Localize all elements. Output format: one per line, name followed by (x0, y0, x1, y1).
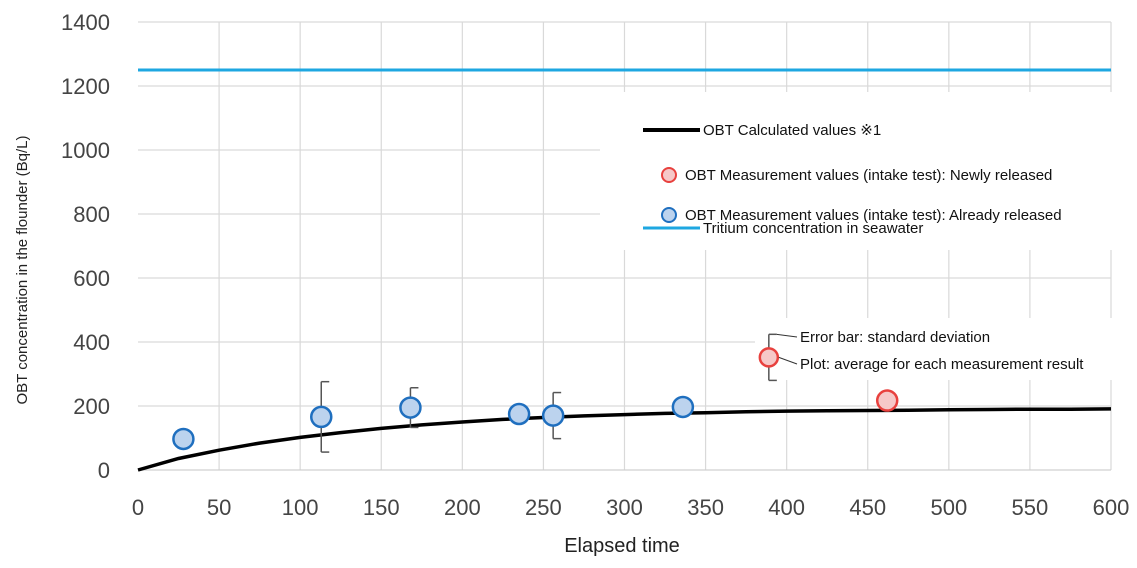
x-tick-label: 500 (930, 495, 967, 520)
x-tick-label: 400 (768, 495, 805, 520)
annotation-pointer (776, 333, 798, 338)
plot-area (137, 68, 1112, 472)
x-tick-label: 550 (1012, 495, 1049, 520)
data-point (399, 396, 422, 419)
annotation-pointer (778, 356, 798, 365)
calculated-curve (137, 407, 1112, 472)
data-point (541, 404, 565, 427)
y-tick-label: 1400 (61, 10, 110, 35)
x-tick-label: 0 (132, 495, 144, 520)
legend-label-calculated: OBT Calculated values ※1 (703, 122, 881, 139)
y-tick-label: 200 (73, 394, 110, 419)
x-tick-label: 600 (1093, 495, 1130, 520)
annotation-box: Error bar: standard deviation Plot: avera… (755, 318, 1117, 382)
x-axis-label: Elapsed time (564, 535, 680, 557)
data-point (671, 395, 695, 419)
x-tick-label: 150 (363, 495, 400, 520)
annotation-plot-label: Plot: average for each measurement resul… (800, 356, 1084, 373)
x-tick-label: 100 (282, 495, 319, 520)
legend-background (600, 92, 1116, 250)
axes: 0 50 100 150 200 250 300 350 400 450 500 550 600 0 200… (61, 10, 1129, 520)
data-point (172, 427, 195, 451)
x-tick-label: 200 (444, 495, 481, 520)
x-tick-label: 50 (207, 495, 231, 520)
x-tick-label: 300 (606, 495, 643, 520)
legend-label-measurement: OBT Measurement values (intake test): Al… (685, 207, 1062, 224)
data-point (309, 405, 333, 429)
y-axis-label: OBT concentration in the flounder (Bq/L) (14, 135, 31, 404)
data-point (507, 402, 531, 426)
annotation-errorbar-label: Error bar: standard deviation (800, 329, 990, 346)
legend-swatch-marker (661, 207, 677, 223)
y-tick-label: 0 (98, 458, 110, 483)
x-tick-label: 350 (687, 495, 724, 520)
y-tick-label: 600 (73, 266, 110, 291)
y-tick-label: 800 (73, 202, 110, 227)
legend-label-measurement: OBT Measurement values (intake test): Ne… (685, 167, 1052, 184)
legend-swatch-marker (661, 167, 677, 183)
annotation-marker (758, 347, 780, 368)
annotation-background (755, 318, 1117, 380)
legend-label-seawater: Tritium concentration in seawater (703, 220, 923, 237)
x-tick-label: 450 (849, 495, 886, 520)
y-tick-label: 1200 (61, 74, 110, 99)
x-tick-label: 250 (525, 495, 562, 520)
y-tick-label: 400 (73, 330, 110, 355)
legend: OBT Calculated values ※1 OBT Measurement … (600, 92, 1116, 250)
y-tick-label: 1000 (61, 138, 110, 163)
data-point (875, 389, 899, 412)
